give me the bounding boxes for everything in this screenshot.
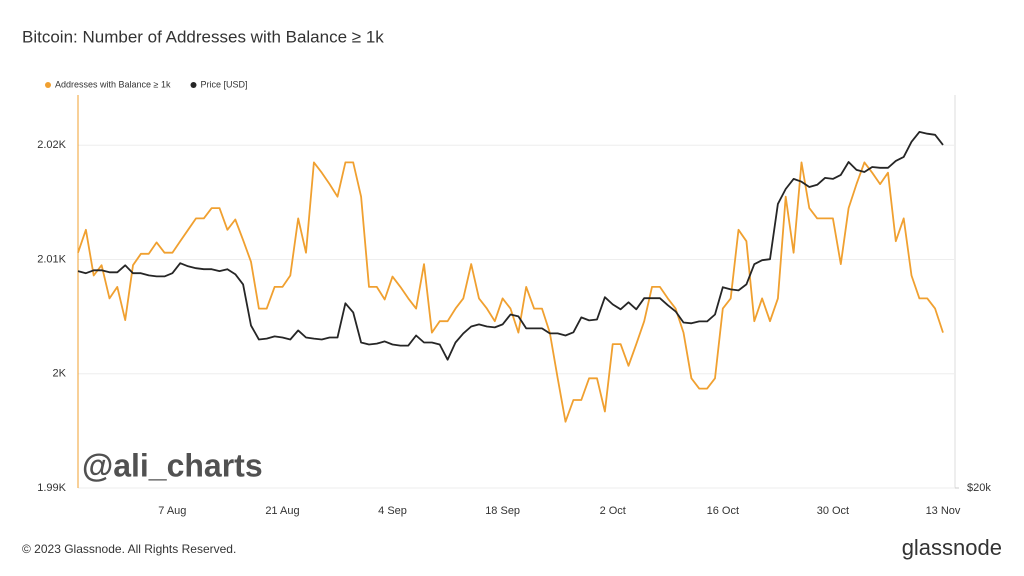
x-tick-label: 7 Aug — [158, 505, 186, 517]
legend-label: Addresses with Balance ≥ 1k — [55, 79, 171, 89]
series-line — [77, 161, 944, 423]
x-tick-label: 13 Nov — [926, 505, 961, 517]
x-tick-label: 16 Oct — [707, 505, 739, 517]
logo: glassnode — [902, 535, 1002, 560]
watermark: @ali_charts — [82, 447, 263, 483]
x-tick-label: 18 Sep — [485, 505, 520, 517]
chart-title: Bitcoin: Number of Addresses with Balanc… — [22, 27, 384, 46]
x-tick-label: 4 Sep — [378, 505, 407, 517]
y-tick-label: 2.01K — [37, 253, 66, 265]
x-tick-label: 2 Oct — [600, 505, 626, 517]
y-tick-label: 1.99K — [37, 482, 66, 494]
footer: © 2023 Glassnode. All Rights Reserved. — [22, 542, 236, 556]
y2-tick-label: $20k — [967, 482, 991, 494]
legend-marker — [45, 82, 51, 88]
x-tick-label: 21 Aug — [265, 505, 299, 517]
legend-marker — [190, 82, 197, 88]
legend-label: Price [USD] — [201, 79, 248, 89]
series-line — [77, 131, 944, 361]
x-tick-label: 30 Oct — [817, 505, 849, 517]
y-tick-label: 2.02K — [37, 139, 66, 151]
y-tick-label: 2K — [53, 368, 67, 380]
